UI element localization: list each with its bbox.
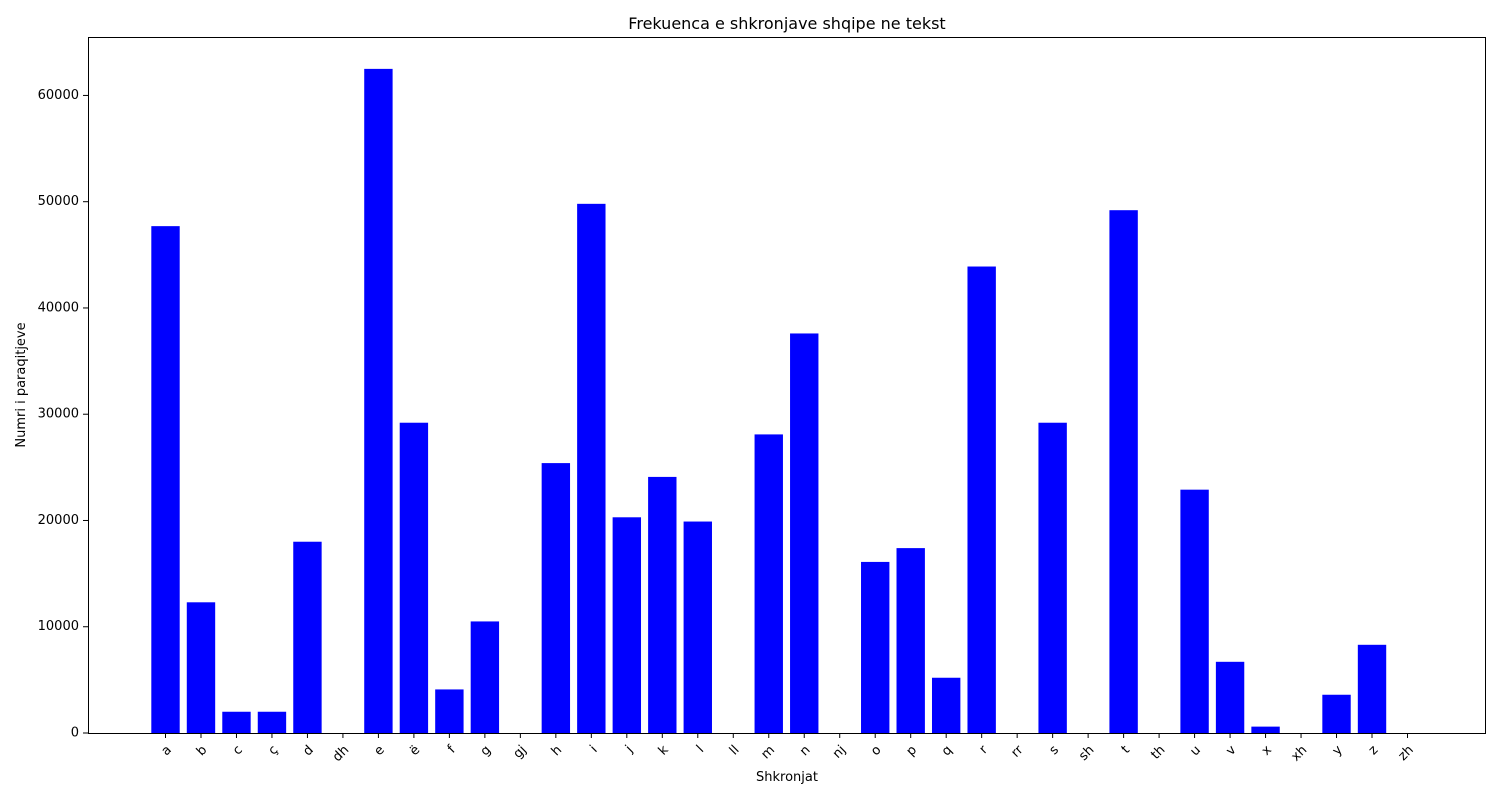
bar-v — [1215, 661, 1245, 733]
y-axis-ticks: 0 10000 20000 30000 40000 50000 60000 — [38, 88, 88, 741]
x-tick-label: l — [694, 743, 707, 756]
bar-i — [577, 203, 606, 733]
x-tick-label: m — [758, 743, 778, 763]
bar-c — [222, 711, 251, 733]
x-tick-label: xh — [1288, 743, 1310, 765]
x-tick-label: r — [977, 742, 992, 757]
x-tick-label: p — [904, 743, 920, 759]
y-tick-label: 60000 — [38, 88, 79, 103]
bar-f — [435, 689, 464, 733]
x-tick-label: dh — [330, 743, 352, 765]
x-tick-label: gj — [511, 743, 530, 762]
bar-n — [790, 333, 819, 733]
x-tick-label: u — [1187, 743, 1203, 759]
x-tick-label: s — [1047, 743, 1063, 759]
bar-o — [861, 561, 890, 733]
bar-k — [648, 476, 677, 733]
x-tick-label: x — [1259, 742, 1275, 758]
x-tick-label: sh — [1076, 743, 1097, 764]
x-tick-label: d — [300, 743, 316, 759]
x-tick-label: o — [868, 743, 884, 759]
y-tick-label: 30000 — [38, 407, 79, 422]
x-tick-label: zh — [1396, 743, 1417, 764]
bar-d — [293, 541, 322, 733]
bar-u — [1180, 489, 1209, 733]
y-tick-label: 10000 — [38, 619, 79, 634]
bar-s — [1038, 422, 1067, 733]
x-tick-label: z — [1366, 743, 1382, 759]
bar-p — [896, 548, 925, 733]
bar-b — [186, 602, 216, 733]
y-tick-label: 40000 — [38, 300, 79, 315]
x-tick-label: g — [478, 743, 494, 759]
bar-r — [967, 266, 996, 733]
y-tick-label: 50000 — [38, 194, 79, 209]
chart-title: Frekuenca e shkronjave shqipe ne tekst — [628, 14, 945, 33]
x-tick-label: h — [549, 743, 565, 759]
x-tick-label: t — [1119, 743, 1133, 757]
x-tick-label: ë — [407, 743, 423, 759]
bar-z — [1357, 644, 1387, 733]
x-tick-label: ç — [266, 743, 282, 759]
y-tick-label: 20000 — [38, 513, 79, 528]
x-tick-label: f — [445, 742, 459, 756]
bar-e — [364, 68, 393, 733]
bar-a — [151, 226, 180, 733]
bar-y — [1322, 694, 1351, 733]
bar-j — [612, 517, 642, 733]
x-tick-label: th — [1148, 743, 1168, 763]
x-tick-label: k — [656, 742, 672, 758]
bar-q — [931, 677, 961, 733]
x-axis-label: Shkronjat — [756, 770, 818, 785]
x-tick-label: v — [1223, 742, 1239, 758]
x-tick-label: n — [797, 743, 813, 759]
bar-ç — [257, 711, 287, 733]
x-tick-label: y — [1330, 742, 1346, 758]
bar-g — [470, 621, 500, 733]
bar-t — [1109, 210, 1138, 733]
x-tick-label: nj — [830, 743, 849, 762]
x-axis-ticks: a b c ç d dh e ë f g gj h i j k l ll m n nj o p q r rr s sh t th u v x x… — [159, 733, 1417, 765]
bar-h — [541, 463, 571, 733]
x-tick-label: a — [159, 743, 175, 759]
x-tick-label: e — [371, 743, 387, 759]
x-tick-label: ll — [727, 743, 743, 759]
x-tick-label: rr — [1008, 742, 1026, 760]
x-tick-label: q — [939, 743, 955, 759]
y-axis-label: Numri i paraqitjeve — [14, 322, 29, 447]
bar-ë — [399, 422, 429, 733]
bar-x — [1251, 726, 1280, 733]
bar-m — [754, 434, 783, 733]
x-tick-label: i — [587, 743, 600, 756]
bar-l — [683, 521, 712, 733]
x-tick-label: j — [622, 743, 636, 757]
x-tick-label: b — [194, 743, 210, 759]
bars-group — [151, 68, 1387, 733]
plot-frame — [88, 37, 1486, 734]
x-tick-label: c — [230, 743, 246, 759]
y-tick-label: 0 — [71, 726, 79, 741]
